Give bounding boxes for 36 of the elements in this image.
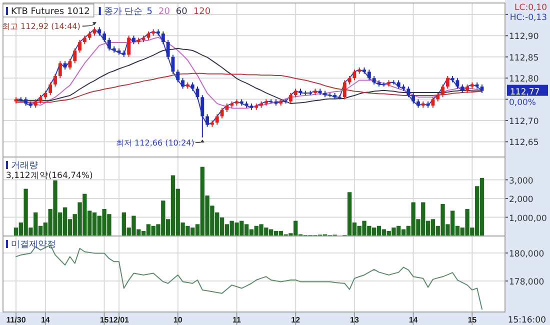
x-tick-label: 12 xyxy=(291,316,301,324)
y-tick-label: 178,000 xyxy=(509,278,544,288)
y-tick-label: 112,70 xyxy=(509,117,539,128)
x-tick-label: 15 xyxy=(468,316,478,324)
x-tick-label: 13 xyxy=(350,316,360,324)
text: 3,112계약(164,74%) xyxy=(6,171,93,181)
text: 15:16:00 xyxy=(508,316,546,325)
x-tick-label: 14 xyxy=(40,316,50,324)
y-tick-label: 112,80 xyxy=(509,74,539,85)
y-tick-label: 112,85 xyxy=(509,53,539,64)
text: 0,00% xyxy=(509,98,536,108)
text: 60 xyxy=(176,7,188,17)
x-tick-label: 12/01 xyxy=(108,316,130,324)
text: LC:0,10 xyxy=(514,3,547,13)
x-tick-label: 15 xyxy=(100,316,110,324)
y-tick-label: 112,65 xyxy=(509,138,539,148)
text: 120 xyxy=(193,7,211,17)
text: 112,77 xyxy=(510,87,540,98)
x-tick-label: 10 xyxy=(173,316,183,324)
y-tick-label: 180,000 xyxy=(509,250,544,260)
chart-title: KTB Futures 1012 xyxy=(11,7,90,17)
text: 20 xyxy=(158,7,170,17)
chart-title: 거래량 xyxy=(11,161,38,171)
annotation: 최저 112,66 (10:24) xyxy=(116,138,194,148)
series-label: 5 xyxy=(146,7,152,17)
text: HC:-0,13 xyxy=(510,13,547,23)
legend-title: 종가 단순 xyxy=(104,7,143,17)
y-tick-label: 112,90 xyxy=(509,32,539,42)
x-tick-label: 14 xyxy=(408,316,418,324)
y-tick-label: 2,000 xyxy=(509,195,534,206)
y-tick-label: 1,000,00 xyxy=(509,214,547,224)
x-tick-label: 11/30 xyxy=(6,316,26,324)
annotation: 최고 112,92 (14:44) xyxy=(2,22,80,32)
x-tick-label: 11 xyxy=(232,316,242,324)
y-tick-label: 3,000 xyxy=(509,176,534,186)
chart-title: 미결제약정 xyxy=(11,240,56,250)
